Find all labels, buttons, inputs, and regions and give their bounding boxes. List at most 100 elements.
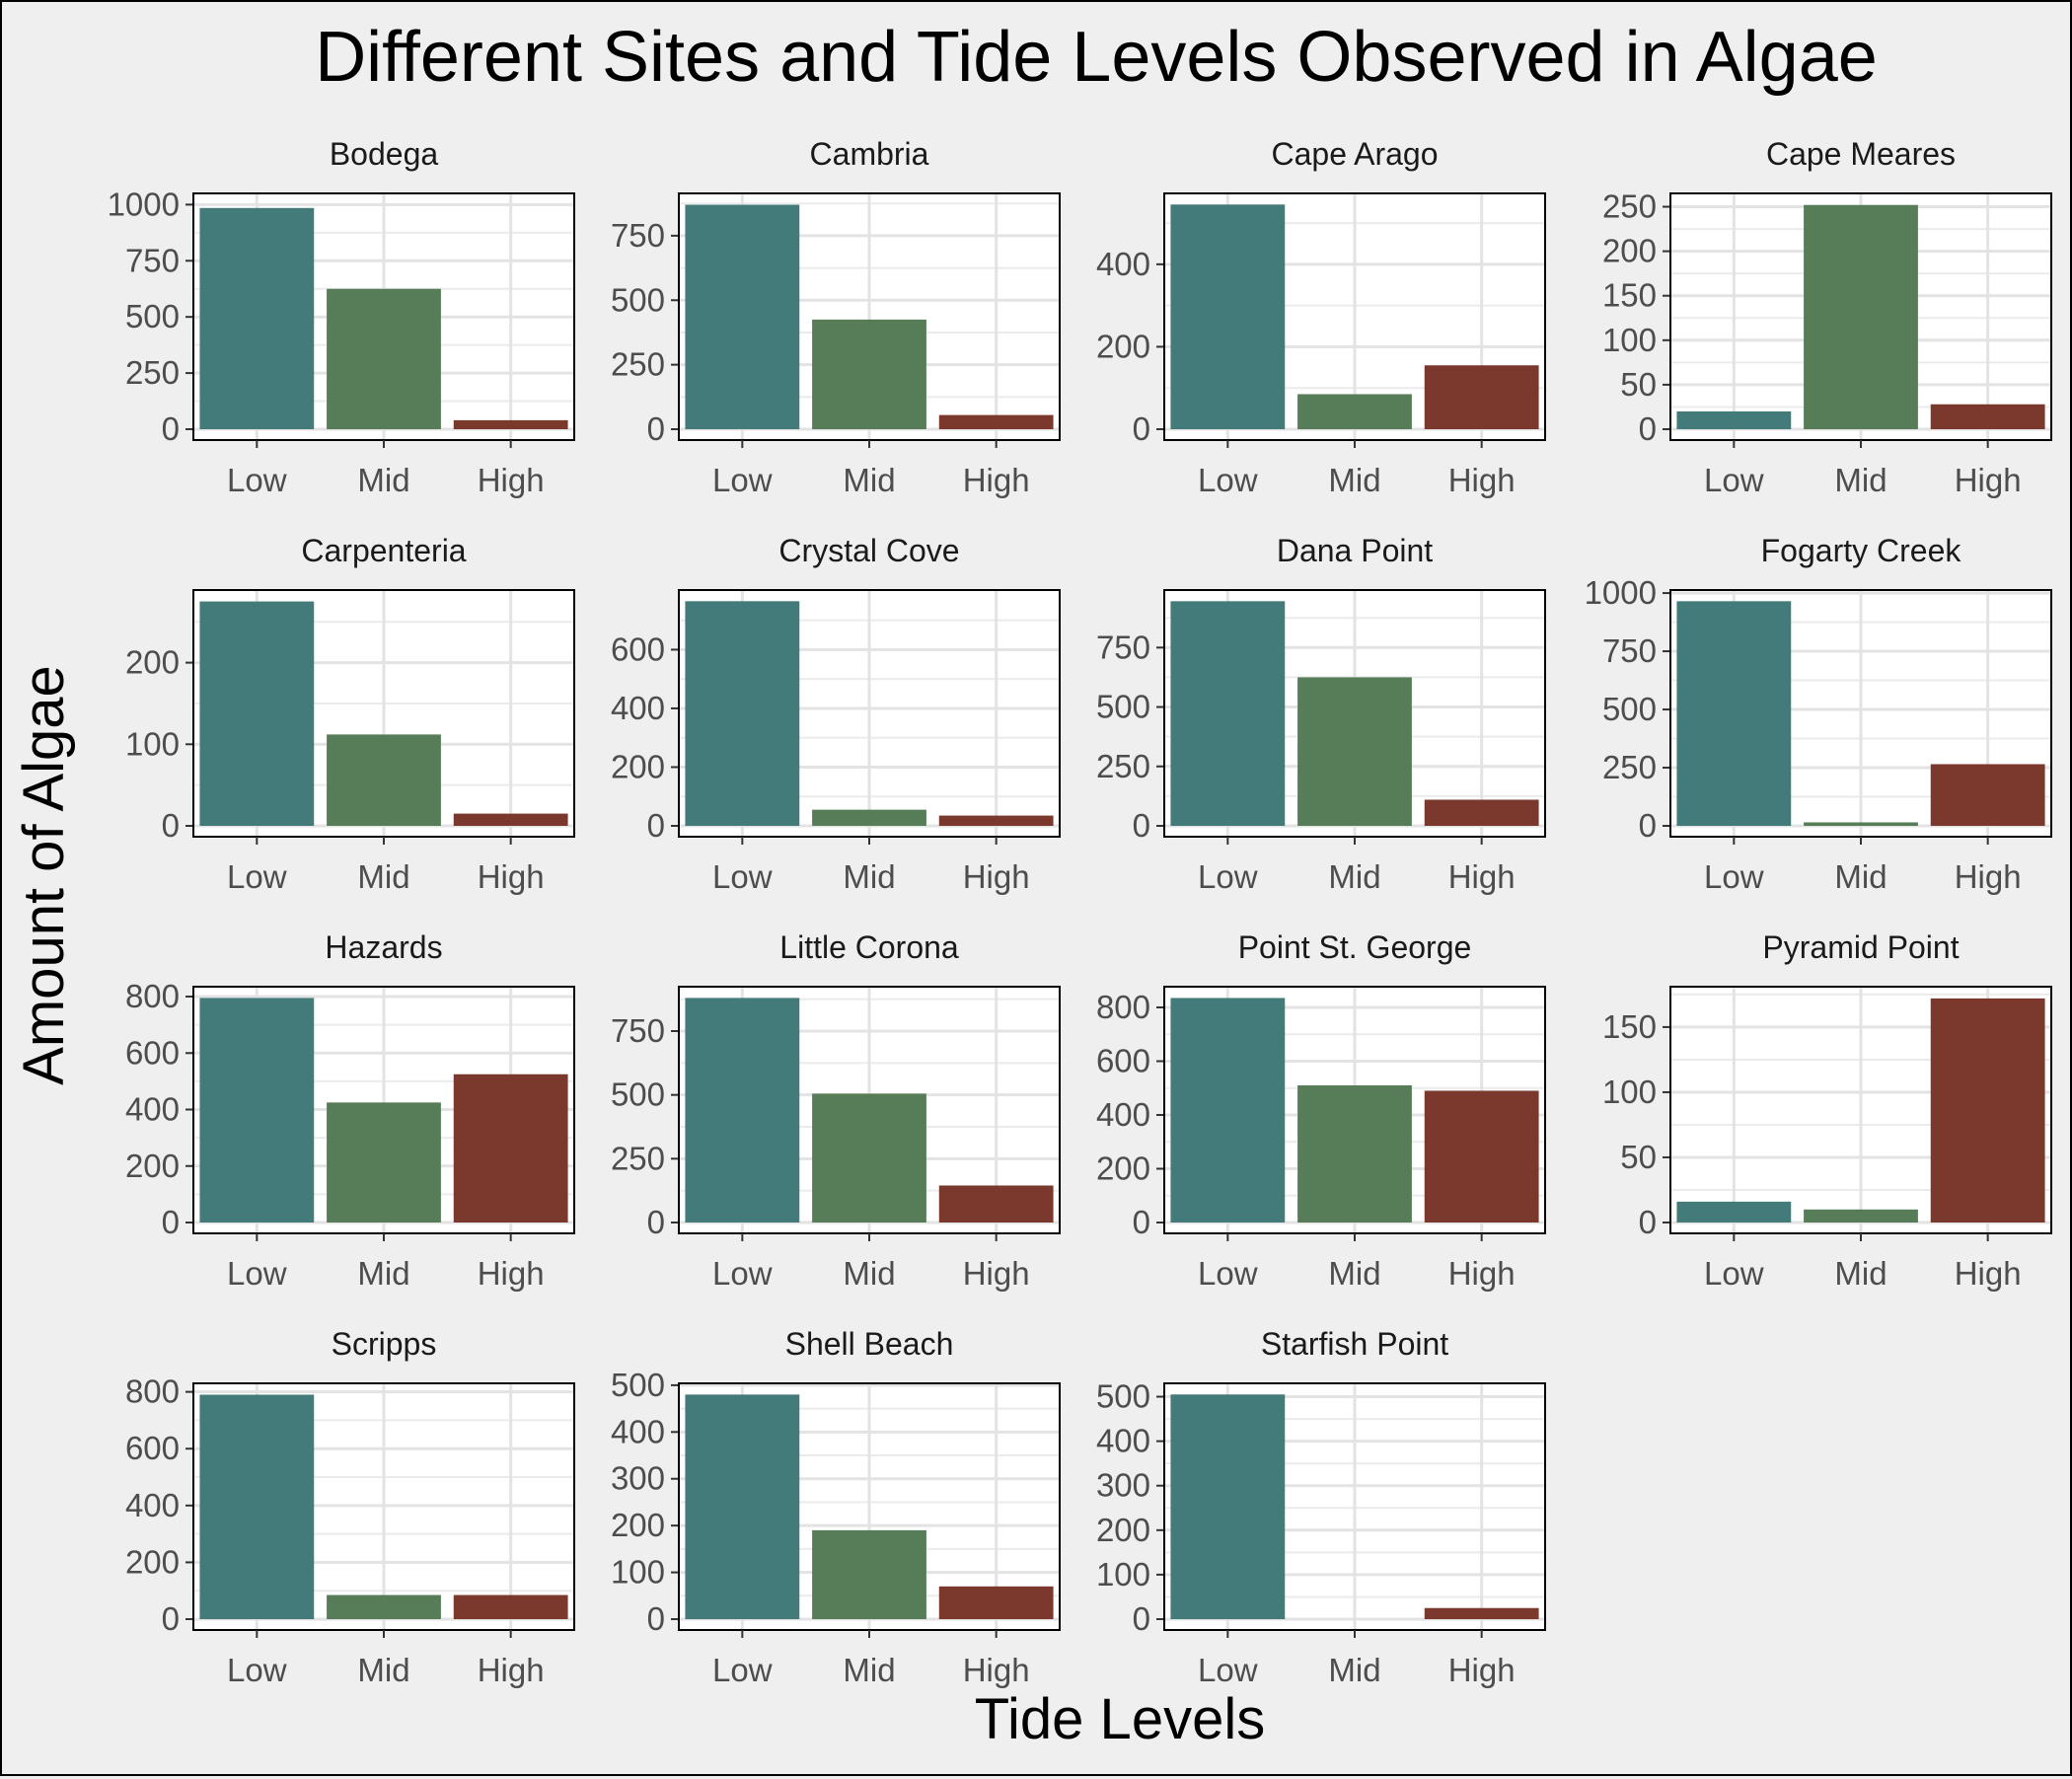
bar-low (199, 998, 315, 1223)
bar-low (1676, 601, 1792, 826)
bar-high (453, 813, 568, 826)
panel-title: Little Corona (779, 929, 959, 965)
panel-title: Fogarty Creek (1761, 533, 1962, 568)
y-tick-label: 500 (611, 1367, 665, 1403)
x-tick-label: Mid (1834, 858, 1887, 895)
x-tick-label: Low (712, 858, 773, 895)
panel-title: Cape Arago (1271, 136, 1438, 172)
bar-mid (812, 319, 926, 429)
y-tick-label: 750 (611, 1012, 665, 1049)
y-tick-label: 0 (1639, 1204, 1657, 1240)
x-tick-label: Low (227, 462, 287, 498)
y-tick-label: 600 (611, 630, 665, 667)
y-tick-label: 200 (1096, 1512, 1150, 1548)
panel-title: Bodega (330, 136, 439, 172)
y-tick-label: 600 (125, 1430, 180, 1466)
panel-title: Pyramid Point (1762, 929, 1959, 965)
bar-low (1170, 204, 1286, 429)
y-tick-label: 200 (1096, 328, 1150, 364)
panel-crystal-cove: 0 200 400 600 Low Mid High Crystal Cove (611, 533, 1061, 895)
y-tick-label: 0 (1639, 410, 1657, 447)
y-tick-label: 800 (125, 1373, 180, 1410)
y-tick-label: 500 (611, 1076, 665, 1113)
y-tick-label: 800 (1096, 989, 1150, 1025)
x-tick-label: Mid (357, 462, 409, 498)
x-axis-title: Tide Levels (975, 1687, 1265, 1751)
y-tick-label: 1000 (108, 185, 180, 222)
panel-scripps: 0 200 400 600 800 Low Mid High Scripps (125, 1326, 575, 1688)
y-tick-label: 0 (1133, 1204, 1150, 1240)
panel-title: Hazards (325, 929, 442, 965)
bar-high (938, 1185, 1054, 1223)
bar-mid (327, 1102, 441, 1223)
bar-low (685, 998, 800, 1223)
bar-low (1676, 410, 1792, 429)
bar-high (938, 414, 1054, 429)
x-tick-label: Low (1198, 462, 1258, 498)
y-tick-label: 200 (1096, 1149, 1150, 1186)
x-tick-label: High (478, 1652, 545, 1688)
x-tick-label: High (1448, 858, 1516, 895)
y-tick-label: 400 (1096, 1096, 1150, 1133)
y-tick-label: 150 (1602, 1008, 1657, 1045)
panel-title: Dana Point (1277, 533, 1433, 568)
y-tick-label: 0 (1133, 1600, 1150, 1637)
y-tick-label: 0 (1133, 410, 1150, 447)
y-tick-label: 100 (611, 1554, 665, 1591)
x-tick-label: Mid (843, 858, 895, 895)
x-tick-label: Low (712, 1255, 773, 1292)
y-tick-label: 50 (1620, 366, 1657, 403)
bar-low (1170, 601, 1286, 826)
bar-low (685, 601, 800, 826)
y-tick-label: 400 (611, 690, 665, 726)
x-tick-label: High (478, 858, 545, 895)
bar-mid (812, 809, 926, 826)
bar-low (199, 601, 315, 826)
bar-high (1424, 799, 1539, 826)
y-tick-label: 500 (1602, 691, 1657, 727)
x-tick-label: Low (227, 858, 287, 895)
y-tick-label: 250 (125, 354, 180, 391)
y-tick-label: 400 (1096, 246, 1150, 282)
y-tick-label: 500 (1096, 689, 1150, 725)
y-tick-label: 0 (647, 410, 665, 447)
x-tick-label: High (1955, 858, 2022, 895)
x-tick-label: High (1448, 1652, 1516, 1688)
panel-starfish-point: 0 100 200 300 400 500 Low Mid High Starfish Point (1096, 1326, 1546, 1688)
bar-high (1930, 404, 2045, 429)
bar-mid (1297, 1085, 1412, 1223)
y-tick-label: 200 (611, 1507, 665, 1543)
panel-shell-beach: 0 100 200 300 400 500 Low Mid High Shell Beach (611, 1326, 1061, 1688)
bar-high (938, 1586, 1054, 1619)
x-tick-label: Low (1198, 858, 1258, 895)
panel-bodega: 0 250 500 750 1000 Low Mid High Bodega (108, 136, 575, 498)
bar-low (199, 1394, 315, 1619)
y-tick-label: 200 (125, 1543, 180, 1580)
x-tick-label: High (1955, 462, 2022, 498)
x-tick-label: Low (1704, 1255, 1764, 1292)
x-tick-label: Low (1704, 858, 1764, 895)
x-tick-label: Mid (843, 1255, 895, 1292)
y-tick-label: 0 (647, 1600, 665, 1637)
x-tick-label: High (963, 858, 1030, 895)
bar-low (1676, 1201, 1792, 1223)
y-tick-label: 100 (125, 725, 180, 762)
bar-high (1930, 998, 2045, 1223)
x-tick-label: Mid (357, 1652, 409, 1688)
y-tick-label: 750 (611, 217, 665, 254)
panel-title: Point St. George (1238, 929, 1472, 965)
x-tick-label: Low (227, 1255, 287, 1292)
y-tick-label: 300 (1096, 1467, 1150, 1504)
y-tick-label: 100 (1096, 1556, 1150, 1593)
panel-point-st-george: 0 200 400 600 800 Low Mid High Point St. George (1096, 929, 1546, 1292)
x-tick-label: Mid (1328, 1255, 1380, 1292)
x-tick-label: High (478, 1255, 545, 1292)
bar-high (453, 1074, 568, 1223)
x-tick-label: Mid (843, 1652, 895, 1688)
bar-low (199, 207, 315, 429)
bar-low (685, 204, 800, 429)
y-tick-label: 0 (1133, 807, 1150, 844)
panel-pyramid-point: 0 50 100 150 Low Mid High Pyramid Point (1602, 929, 2052, 1292)
x-tick-label: Low (1198, 1652, 1258, 1688)
